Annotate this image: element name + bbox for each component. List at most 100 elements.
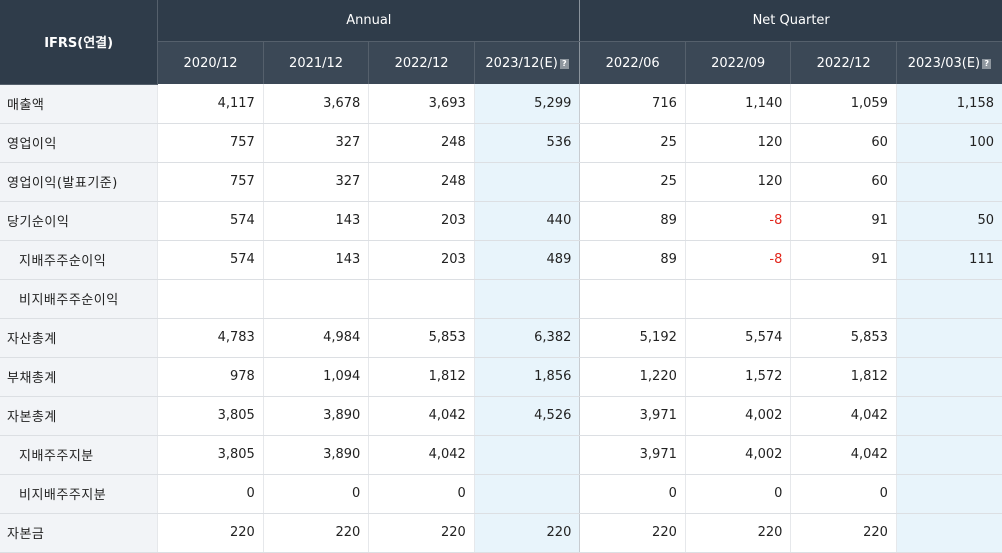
value-cell [790, 279, 897, 319]
value-cell: 143 [262, 240, 369, 280]
value-cell [157, 279, 264, 319]
period-header-estimate: 2023/03(E)? [895, 41, 1002, 84]
value-cell: 220 [790, 513, 897, 553]
row-label[interactable]: 영업이익 [0, 123, 158, 163]
value-cell: 4,042 [368, 396, 475, 436]
value-cell: 327 [262, 123, 369, 163]
value-cell: 1,572 [684, 357, 791, 397]
value-cell [684, 279, 791, 319]
period-header: 2022/06 [579, 41, 686, 84]
value-cell: 327 [262, 162, 369, 202]
value-cell [368, 279, 475, 319]
estimate-cell: 111 [895, 240, 1002, 280]
value-cell: 220 [157, 513, 264, 553]
value-cell: 757 [157, 162, 264, 202]
group-net-quarter: Net Quarter [579, 0, 1002, 42]
value-cell: 120 [684, 123, 791, 163]
table-row: 지배주주지분 3,805 3,890 4,042 3,971 4,002 4,042 [0, 435, 1002, 475]
value-cell: 248 [368, 123, 475, 163]
estimate-cell: 100 [895, 123, 1002, 163]
value-cell: 203 [368, 240, 475, 280]
estimate-cell [473, 162, 580, 202]
value-cell [262, 279, 369, 319]
table-row: 비지배주주순이익 [0, 279, 1002, 319]
row-label[interactable]: 부채총계 [0, 357, 158, 397]
value-cell: 0 [684, 474, 791, 514]
value-cell: 574 [157, 201, 264, 241]
estimate-cell [895, 357, 1002, 397]
value-cell: 220 [579, 513, 686, 553]
value-cell: 89 [579, 201, 686, 241]
value-cell: 4,984 [262, 318, 369, 358]
value-cell: 5,574 [684, 318, 791, 358]
period-header: 2022/12 [790, 41, 897, 84]
value-cell: 220 [262, 513, 369, 553]
estimate-cell [895, 318, 1002, 358]
value-cell: 757 [157, 123, 264, 163]
row-label[interactable]: 비지배주주지분 [0, 474, 158, 514]
value-cell: 4,002 [684, 396, 791, 436]
value-cell: -8 [684, 240, 791, 280]
value-cell: 25 [579, 162, 686, 202]
value-cell: 89 [579, 240, 686, 280]
estimate-cell: 5,299 [473, 84, 580, 124]
value-cell: 1,812 [368, 357, 475, 397]
table-row: 영업이익(발표기준) 757 327 248 25 120 60 [0, 162, 1002, 202]
row-label[interactable]: 당기순이익 [0, 201, 158, 241]
value-cell: 4,042 [368, 435, 475, 475]
table-body: 매출액 4,117 3,678 3,693 5,299 716 1,140 1,059 1,15… [0, 84, 1002, 553]
value-cell: 5,853 [790, 318, 897, 358]
value-cell: 248 [368, 162, 475, 202]
table-row: 지배주주순이익 574 143 203 489 89 -8 91 111 [0, 240, 1002, 280]
table-row: 자산총계 4,783 4,984 5,853 6,382 5,192 5,574 5,853 [0, 318, 1002, 358]
value-cell: 3,890 [262, 396, 369, 436]
estimate-cell: 1,158 [895, 84, 1002, 124]
value-cell: 220 [368, 513, 475, 553]
value-cell: 3,805 [157, 435, 264, 475]
estimate-cell [473, 279, 580, 319]
table-row: 비지배주주지분 0 0 0 0 0 0 [0, 474, 1002, 514]
period-header: 2021/12 [262, 41, 369, 84]
table-row: 당기순이익 574 143 203 440 89 -8 91 50 [0, 201, 1002, 241]
value-cell: 4,117 [157, 84, 264, 124]
period-header: 2022/12 [368, 41, 475, 84]
row-label[interactable]: 비지배주주순이익 [0, 279, 158, 319]
value-cell: 716 [579, 84, 686, 124]
table-row: 자본총계 3,805 3,890 4,042 4,526 3,971 4,002 4,042 [0, 396, 1002, 436]
value-cell: 3,971 [579, 435, 686, 475]
period-header: 2022/09 [684, 41, 791, 84]
question-mark-icon[interactable]: ? [982, 58, 992, 69]
value-cell: 91 [790, 201, 897, 241]
estimate-cell: 1,856 [473, 357, 580, 397]
row-label[interactable]: 자본총계 [0, 396, 158, 436]
value-cell: 1,140 [684, 84, 791, 124]
value-cell: 0 [368, 474, 475, 514]
value-cell: 1,812 [790, 357, 897, 397]
period-header-estimate: 2023/12(E)? [473, 41, 580, 84]
value-cell: 4,002 [684, 435, 791, 475]
estimate-cell [895, 474, 1002, 514]
question-mark-icon[interactable]: ? [559, 58, 569, 69]
value-cell: 5,192 [579, 318, 686, 358]
value-cell: 574 [157, 240, 264, 280]
row-label[interactable]: 지배주주지분 [0, 435, 158, 475]
period-header: 2020/12 [157, 41, 264, 84]
value-cell: 4,042 [790, 396, 897, 436]
value-cell: 978 [157, 357, 264, 397]
value-cell: 4,042 [790, 435, 897, 475]
row-label[interactable]: 매출액 [0, 84, 158, 124]
value-cell: 60 [790, 162, 897, 202]
row-label[interactable]: 지배주주순이익 [0, 240, 158, 280]
value-cell: 3,678 [262, 84, 369, 124]
value-cell: 1,220 [579, 357, 686, 397]
table-row: 부채총계 978 1,094 1,812 1,856 1,220 1,572 1,812 [0, 357, 1002, 397]
estimate-cell: 6,382 [473, 318, 580, 358]
row-label[interactable]: 영업이익(발표기준) [0, 162, 158, 202]
value-cell: 3,890 [262, 435, 369, 475]
estimate-cell: 489 [473, 240, 580, 280]
row-label[interactable]: 자산총계 [0, 318, 158, 358]
value-cell: 5,853 [368, 318, 475, 358]
value-cell: 3,971 [579, 396, 686, 436]
row-label[interactable]: 자본금 [0, 513, 158, 553]
